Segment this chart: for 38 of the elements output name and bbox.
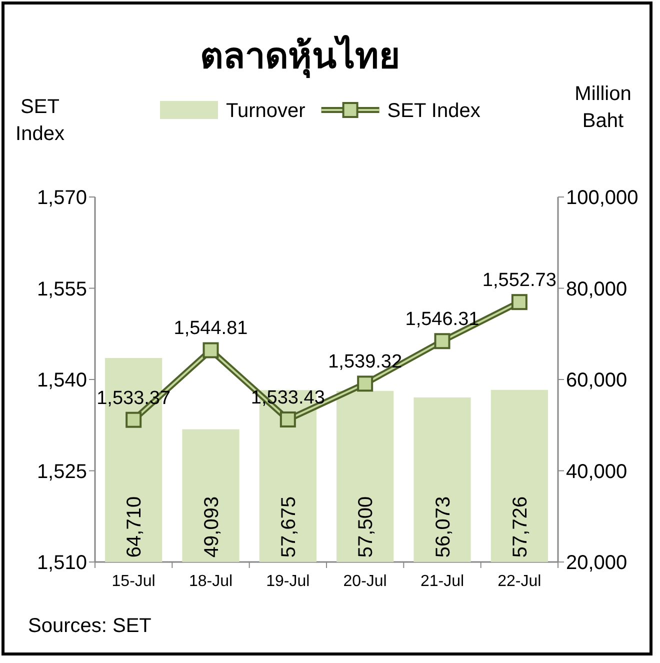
data-label: 56,073 (432, 496, 454, 558)
data-label: 1,539.32 (328, 352, 402, 373)
data-label: 64,710 (124, 496, 146, 558)
y-axis-title: SET Index (16, 96, 64, 145)
legend-label: SET Index (387, 100, 480, 122)
chart-title: ตลาดหุ้นไทย (200, 34, 400, 79)
x-tick-label: 15-Jul (112, 573, 156, 590)
x-tick-label: 22-Jul (498, 573, 542, 590)
data-label: 57,675 (278, 496, 300, 558)
data-label: 49,093 (200, 496, 223, 558)
point (280, 411, 296, 428)
y2-tick-label: 100,000 (566, 187, 638, 209)
y2-axis-title: Million Baht (574, 83, 632, 132)
y2-tick-label: 40,000 (566, 460, 628, 483)
source-note: Sources: SET (28, 615, 152, 637)
data-label: 57,726 (509, 496, 532, 558)
point (357, 376, 374, 392)
y2-tick-label: 60,000 (566, 370, 628, 392)
y2-tick-label: 80,000 (566, 278, 628, 300)
data-label: 57,500 (355, 496, 378, 558)
data-label: 1,552.73 (482, 270, 556, 292)
data-label: 1,546.31 (405, 309, 480, 330)
legend-label: Turnover (226, 100, 306, 122)
y2-tick-label: 20,000 (566, 552, 628, 574)
y-tick-label: 1,555 (36, 278, 87, 300)
point (126, 412, 142, 428)
point (202, 342, 219, 358)
x-tick-label: 20-Jul (343, 573, 387, 590)
y-tick-label: 1,510 (36, 552, 87, 574)
point (434, 333, 450, 350)
x-tick-label: 19-Jul (266, 573, 310, 590)
y-tick-label: 1,570 (36, 187, 87, 209)
data-label: 1,544.81 (174, 318, 248, 340)
y-tick-label: 1,540 (36, 370, 87, 392)
x-tick-label: 21-Jul (420, 573, 464, 590)
y-tick-label: 1,525 (36, 460, 87, 483)
point (511, 294, 528, 310)
x-tick-label: 18-Jul (188, 573, 233, 590)
